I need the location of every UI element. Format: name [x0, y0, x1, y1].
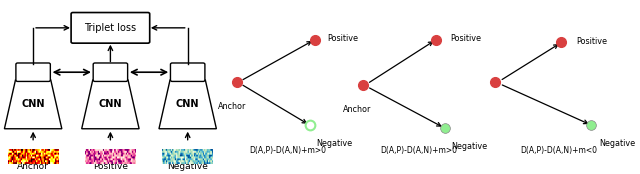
- Text: Negative: Negative: [316, 140, 352, 148]
- FancyBboxPatch shape: [93, 63, 127, 81]
- Text: Positive: Positive: [93, 161, 128, 171]
- Text: Negative: Negative: [452, 142, 488, 151]
- Text: D(A,P)-D(A,N)+m<0: D(A,P)-D(A,N)+m<0: [520, 146, 597, 155]
- Text: Positive: Positive: [577, 37, 607, 46]
- Text: Positive: Positive: [327, 34, 358, 43]
- Polygon shape: [159, 80, 216, 129]
- Text: CNN: CNN: [99, 99, 122, 109]
- Text: D(A,P)-D(A,N)+m>0: D(A,P)-D(A,N)+m>0: [250, 146, 326, 155]
- Text: Negative: Negative: [167, 161, 208, 171]
- Polygon shape: [82, 80, 139, 129]
- Text: Triplet loss: Triplet loss: [84, 23, 136, 33]
- Text: D(A,P)-D(A,N)+m>0: D(A,P)-D(A,N)+m>0: [381, 146, 458, 155]
- FancyBboxPatch shape: [170, 63, 205, 81]
- FancyBboxPatch shape: [71, 13, 150, 43]
- Text: Negative: Negative: [599, 140, 635, 148]
- Text: Anchor: Anchor: [17, 161, 49, 171]
- Text: CNN: CNN: [21, 99, 45, 109]
- Polygon shape: [4, 80, 62, 129]
- Text: Anchor: Anchor: [218, 102, 246, 111]
- Text: Anchor: Anchor: [343, 105, 371, 114]
- Text: CNN: CNN: [176, 99, 200, 109]
- Text: Positive: Positive: [450, 34, 481, 43]
- FancyBboxPatch shape: [16, 63, 51, 81]
